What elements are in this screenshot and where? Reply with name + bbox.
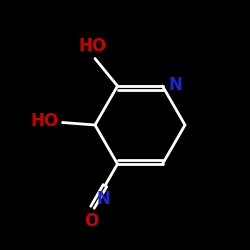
Text: N: N: [169, 76, 182, 94]
Text: HO: HO: [31, 112, 59, 130]
Text: HO: HO: [78, 37, 106, 55]
Text: N: N: [97, 190, 111, 208]
Text: O: O: [84, 212, 98, 230]
